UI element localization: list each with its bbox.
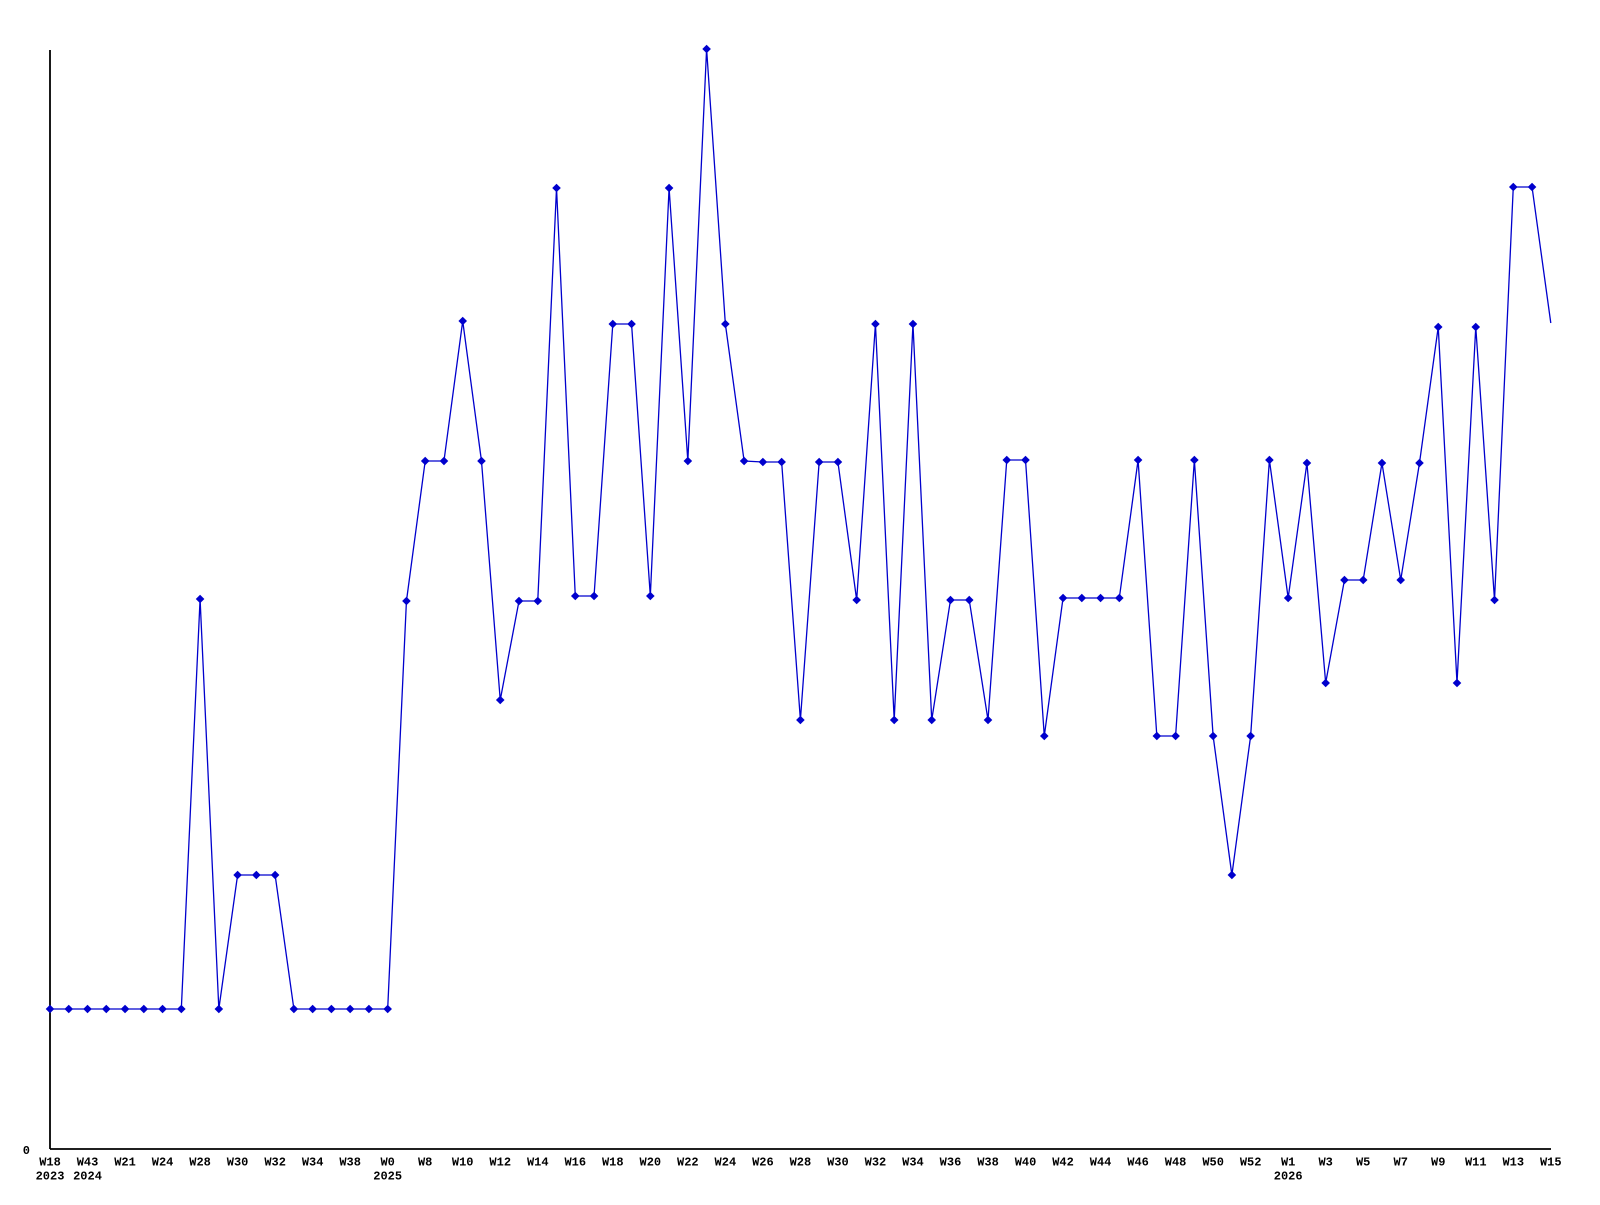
svg-text:W36: W36 (940, 1156, 962, 1170)
svg-text:W42: W42 (1052, 1156, 1074, 1170)
svg-text:W38: W38 (977, 1156, 999, 1170)
svg-text:W11: W11 (1465, 1156, 1487, 1170)
svg-text:W52: W52 (1240, 1156, 1262, 1170)
svg-text:W50: W50 (1202, 1156, 1224, 1170)
svg-text:2026: 2026 (1274, 1170, 1303, 1184)
svg-text:W24: W24 (152, 1156, 174, 1170)
svg-text:W28: W28 (189, 1156, 211, 1170)
svg-text:W8: W8 (418, 1156, 432, 1170)
svg-text:W48: W48 (1165, 1156, 1187, 1170)
svg-text:W43: W43 (77, 1156, 99, 1170)
svg-text:W18: W18 (602, 1156, 624, 1170)
svg-text:W46: W46 (1127, 1156, 1149, 1170)
svg-text:W30: W30 (827, 1156, 849, 1170)
svg-text:W7: W7 (1394, 1156, 1408, 1170)
svg-text:W5: W5 (1356, 1156, 1370, 1170)
svg-text:W21: W21 (114, 1156, 136, 1170)
svg-text:W34: W34 (902, 1156, 924, 1170)
svg-text:W10: W10 (452, 1156, 474, 1170)
svg-text:W40: W40 (1015, 1156, 1037, 1170)
svg-text:W28: W28 (790, 1156, 812, 1170)
svg-text:W22: W22 (677, 1156, 699, 1170)
svg-text:W26: W26 (752, 1156, 774, 1170)
svg-text:W38: W38 (339, 1156, 361, 1170)
svg-text:2024: 2024 (73, 1170, 102, 1184)
svg-text:0: 0 (23, 1144, 30, 1158)
svg-text:W20: W20 (640, 1156, 662, 1170)
svg-text:W0: W0 (380, 1156, 394, 1170)
svg-text:W34: W34 (302, 1156, 324, 1170)
svg-text:W18: W18 (39, 1156, 61, 1170)
svg-text:W14: W14 (527, 1156, 549, 1170)
svg-text:W16: W16 (564, 1156, 586, 1170)
svg-text:W30: W30 (227, 1156, 249, 1170)
svg-text:W13: W13 (1502, 1156, 1524, 1170)
svg-text:W12: W12 (489, 1156, 511, 1170)
svg-text:2023: 2023 (36, 1170, 65, 1184)
svg-text:W1: W1 (1281, 1156, 1295, 1170)
svg-text:W32: W32 (865, 1156, 887, 1170)
svg-text:W44: W44 (1090, 1156, 1112, 1170)
svg-text:2025: 2025 (373, 1170, 402, 1184)
svg-text:W9: W9 (1431, 1156, 1445, 1170)
svg-text:W24: W24 (715, 1156, 737, 1170)
svg-text:W32: W32 (264, 1156, 286, 1170)
svg-text:W3: W3 (1318, 1156, 1332, 1170)
svg-text:W15: W15 (1540, 1156, 1562, 1170)
